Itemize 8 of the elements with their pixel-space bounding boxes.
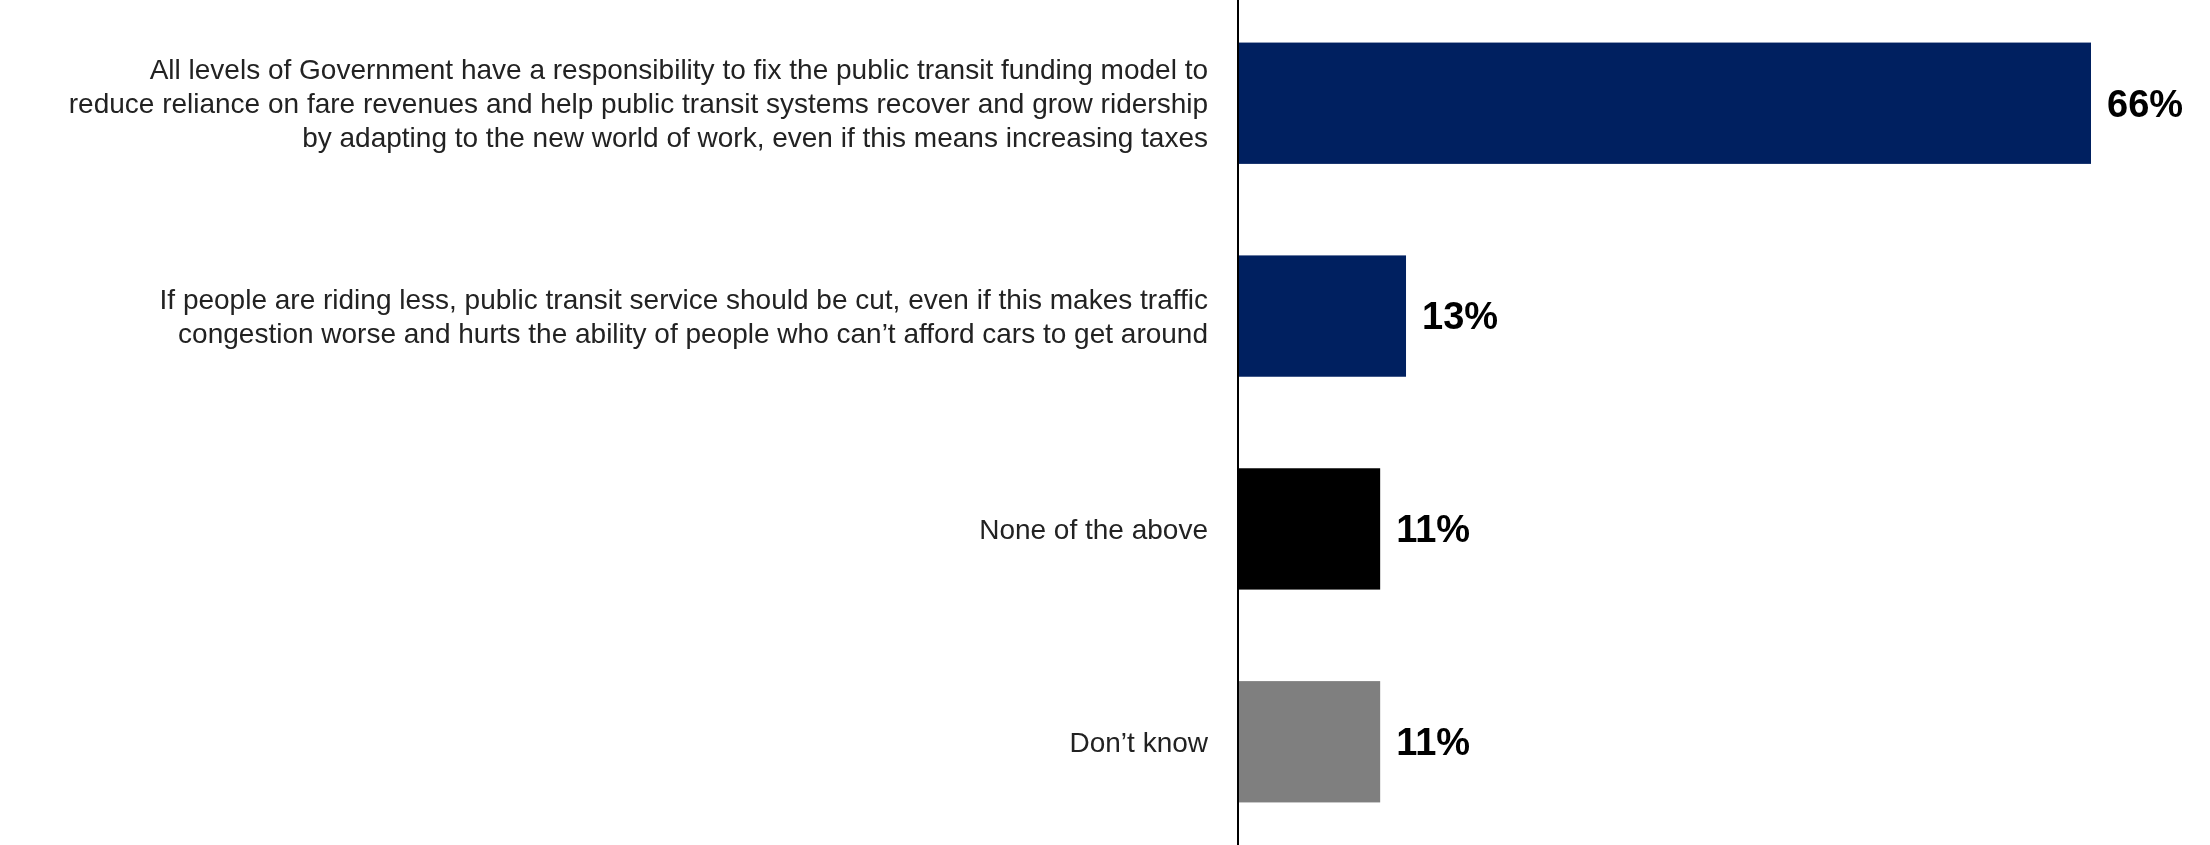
data-label: 66% [2107,82,2184,125]
data-label: 11% [1396,508,1471,551]
data-label: 11% [1396,721,1471,764]
y-tick-label: If people are riding less, public transit service should be cut, even if this makes traffic congestion worse and hurts the ability of people who can’t afford cars to get around [159,283,1208,349]
y-tick-label: Don’t know [1069,726,1209,758]
data-label: 13% [1422,295,1499,338]
y-tick-label: All levels of Government have a responsibility to fix the public transit funding model to reduce reliance on fare revenues and help public transit systems recover and grow ridership by adapting to the new world of work, even if this means increasing taxes [68,54,1208,154]
y-tick-label: None of the above [979,513,1208,545]
